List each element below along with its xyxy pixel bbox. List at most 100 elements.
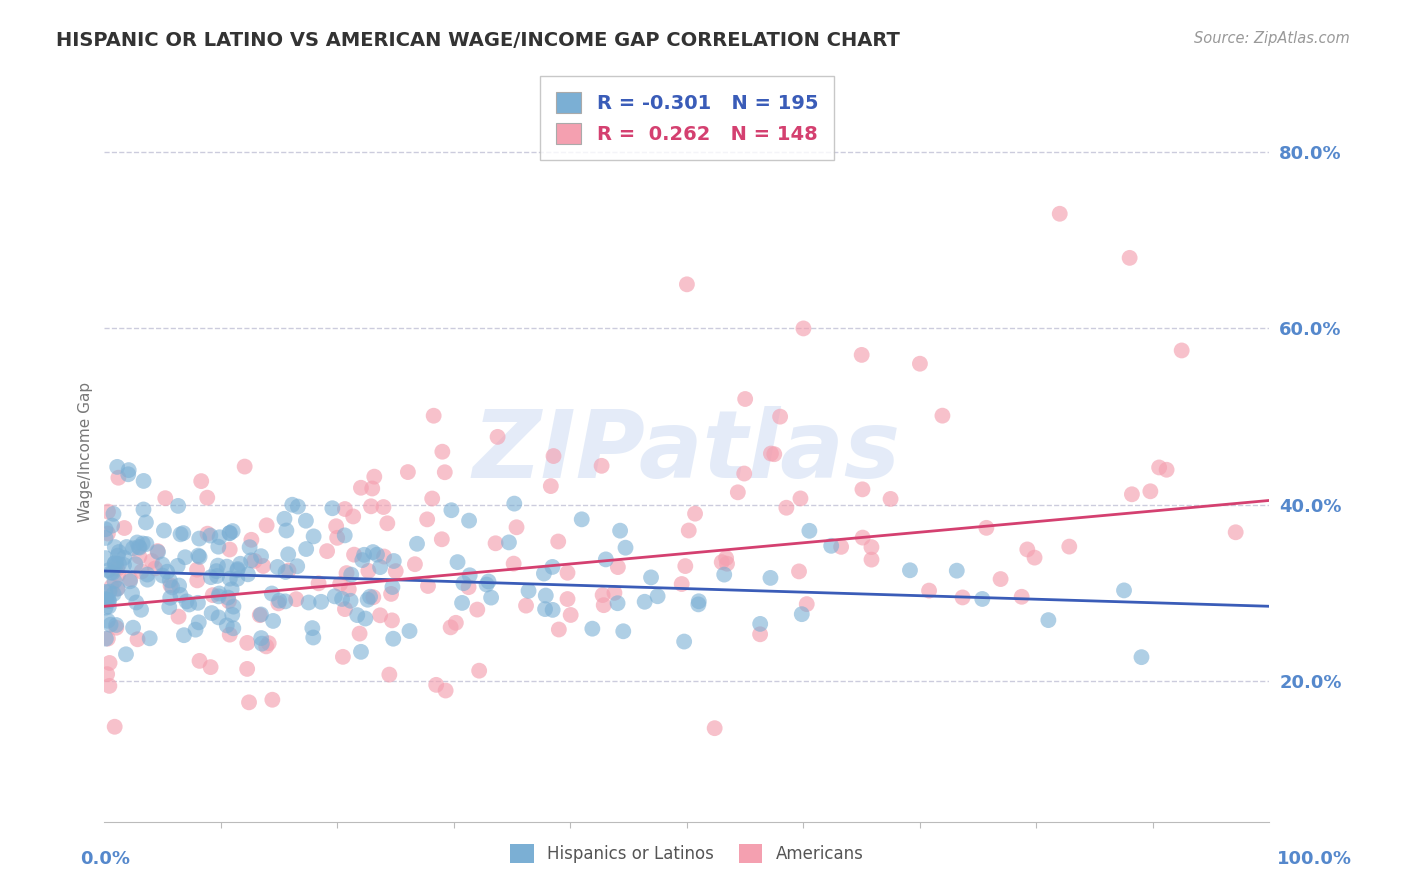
Point (200, 660, 222, 674)
Point (104, 540, 127, 554)
Point (515, 599, 537, 613)
Point (97, 593, 120, 607)
Point (918, 583, 941, 598)
Point (186, 563, 208, 577)
Point (458, 514, 481, 528)
Point (100, 580, 122, 594)
Point (260, 586, 283, 600)
Text: 0.0%: 0.0% (80, 850, 131, 868)
Point (285, 559, 308, 574)
Point (274, 594, 297, 608)
Point (105, 459, 128, 474)
Point (333, 502, 356, 516)
Point (749, 616, 772, 631)
Point (103, 507, 125, 521)
Point (789, 491, 811, 506)
Point (233, 459, 256, 474)
Point (207, 558, 229, 573)
Point (446, 555, 468, 569)
Point (714, 551, 737, 566)
Point (534, 589, 557, 603)
Point (274, 565, 297, 579)
Point (1121, 487, 1143, 501)
Point (97, 599, 120, 614)
Point (678, 524, 700, 538)
Point (342, 509, 364, 524)
Point (606, 596, 628, 610)
Point (361, 545, 384, 559)
Point (360, 500, 382, 514)
Point (143, 561, 166, 575)
Point (592, 588, 614, 602)
Text: HISPANIC OR LATINO VS AMERICAN WAGE/INCOME GAP CORRELATION CHART: HISPANIC OR LATINO VS AMERICAN WAGE/INCO… (56, 31, 900, 50)
Point (373, 549, 395, 564)
Point (796, 597, 818, 611)
Y-axis label: Wage/Income Gap: Wage/Income Gap (79, 382, 93, 522)
Point (332, 649, 354, 664)
Point (105, 618, 128, 632)
Point (337, 582, 360, 597)
Point (117, 467, 139, 482)
Text: Source: ZipAtlas.com: Source: ZipAtlas.com (1194, 31, 1350, 46)
Point (503, 497, 526, 511)
Point (301, 621, 323, 635)
Point (239, 540, 262, 554)
Point (159, 591, 181, 605)
Point (207, 610, 229, 624)
Point (131, 565, 153, 579)
Point (422, 409, 444, 423)
Point (425, 678, 447, 692)
Point (976, 521, 998, 535)
Point (595, 552, 617, 566)
Point (820, 539, 842, 553)
Point (453, 576, 475, 591)
Point (541, 603, 564, 617)
Point (614, 541, 637, 555)
Point (346, 608, 368, 623)
Point (122, 621, 145, 635)
Point (404, 558, 426, 572)
Point (457, 580, 479, 594)
Point (673, 634, 696, 648)
Point (673, 559, 696, 574)
Point (205, 569, 228, 583)
Point (571, 512, 593, 526)
Point (316, 544, 339, 558)
Point (541, 560, 564, 574)
Point (186, 574, 208, 588)
Point (1170, 343, 1192, 358)
Point (96, 667, 118, 681)
Point (851, 483, 873, 497)
Point (97, 632, 120, 646)
Point (323, 590, 346, 604)
Point (335, 566, 357, 580)
Point (205, 564, 228, 578)
Point (382, 632, 405, 646)
Point (366, 548, 388, 562)
Point (115, 648, 138, 662)
Point (1112, 583, 1135, 598)
Point (479, 591, 502, 605)
Point (547, 534, 569, 549)
Point (97, 614, 120, 628)
Point (207, 540, 229, 554)
Point (197, 526, 219, 541)
Point (676, 277, 699, 292)
Point (1130, 650, 1153, 665)
Point (273, 512, 295, 526)
Point (98, 584, 121, 599)
Point (238, 695, 260, 709)
Point (162, 581, 184, 595)
Point (302, 529, 325, 543)
Point (688, 598, 710, 612)
Point (221, 607, 243, 622)
Point (368, 560, 391, 574)
Point (266, 560, 288, 574)
Point (156, 565, 179, 579)
Point (606, 560, 628, 574)
Point (363, 591, 385, 605)
Point (262, 614, 284, 628)
Point (187, 596, 209, 610)
Point (254, 640, 277, 654)
Point (357, 564, 380, 578)
